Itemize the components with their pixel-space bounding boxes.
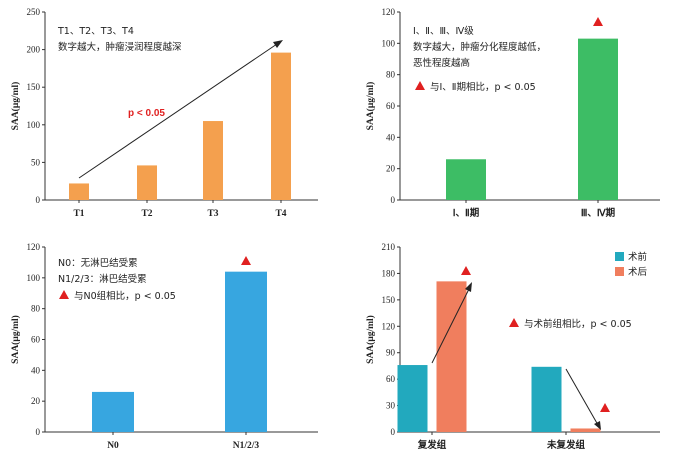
x-tick-label: T1 [73, 209, 84, 219]
y-tick-label: 50 [31, 157, 41, 167]
y-tick-label: 40 [386, 132, 396, 142]
legend-swatch [615, 267, 624, 276]
trend-arrow-head [273, 40, 283, 48]
x-tick-label: N1/2/3 [233, 441, 260, 451]
bar [92, 391, 134, 432]
annotation-text: 恶性程度越高 [413, 57, 470, 69]
y-tick-label: 200 [27, 45, 41, 55]
bar [397, 365, 428, 432]
y-tick-label: 20 [386, 164, 396, 174]
y-axis-label: SAA(μg/ml) [365, 82, 376, 131]
annotation-text: T1、T2、T3、T4 [57, 26, 134, 37]
x-tick-label: T4 [275, 209, 286, 219]
annotation-text: N1/2/3：淋巴结受累 [58, 273, 147, 285]
bar [137, 165, 157, 200]
chart-panel-1: 0 50 100 150 200 250 SAA(μg/ml) T1 T2 T3 T4 [10, 7, 318, 219]
annotation-text: 与N0组相比，p < 0.05 [74, 290, 176, 302]
legend-label: 术后 [628, 266, 648, 278]
change-arrow-head [594, 421, 601, 430]
chart-panel-4: 0 30 60 90 120 150 180 210 SAA(μg/ml) 复发组 未复发组 [365, 242, 660, 451]
x-tick-label: 复发组 [417, 439, 447, 451]
legend-label: 术前 [628, 251, 647, 263]
trend-arrow [78, 43, 278, 179]
significance-marker [509, 318, 519, 327]
y-tick-label: 80 [31, 304, 41, 314]
legend-swatch [615, 252, 624, 261]
chart-panel-2: 0 20 40 60 80 100 120 SAA(μg/ml) Ⅰ、Ⅱ期 Ⅲ、Ⅳ期 [365, 7, 660, 219]
y-tick-label: 0 [36, 195, 41, 205]
y-tick-label: 30 [386, 401, 396, 411]
change-arrow-head [465, 282, 472, 292]
significance-marker [600, 403, 610, 412]
bar [446, 159, 486, 200]
bar [578, 38, 618, 201]
y-axis-label: SAA(μg/ml) [365, 315, 376, 364]
y-tick-label: 250 [27, 7, 41, 17]
bar [271, 52, 291, 200]
bar [203, 121, 223, 200]
x-tick-label: T3 [207, 209, 218, 219]
y-tick-label: 120 [382, 321, 396, 331]
y-tick-label: 120 [382, 7, 396, 17]
y-tick-label: 0 [391, 195, 396, 205]
y-tick-label: 60 [386, 101, 396, 111]
y-tick-label: 80 [386, 70, 396, 80]
annotation-text: 与术前组相比，p < 0.05 [524, 318, 632, 330]
y-tick-label: 150 [27, 82, 41, 92]
chart-panel-3: 0 20 40 60 80 100 120 SAA(μg/ml) N0 N1/2/3 [10, 242, 318, 451]
x-tick-label: T2 [141, 209, 152, 219]
y-tick-label: 0 [36, 427, 41, 437]
y-tick-label: 40 [31, 365, 41, 375]
y-tick-label: 210 [382, 242, 396, 252]
y-axis-label: SAA(μg/ml) [10, 315, 21, 364]
p-value-label: p < 0.05 [128, 108, 165, 119]
annotation-text: 与Ⅰ、Ⅱ期相比，p < 0.05 [430, 81, 536, 93]
change-arrow [431, 286, 471, 364]
y-tick-label: 150 [382, 295, 396, 305]
x-tick-label: N0 [107, 441, 119, 451]
y-axis-label: SAA(μg/ml) [10, 82, 21, 131]
y-tick-label: 100 [382, 38, 396, 48]
bar [570, 428, 601, 432]
bar [225, 271, 267, 432]
x-tick-label: 未复发组 [546, 439, 586, 451]
y-tick-label: 100 [27, 273, 41, 283]
significance-marker [415, 81, 425, 90]
bar [531, 366, 562, 432]
y-tick-label: 0 [391, 427, 396, 437]
significance-marker [461, 266, 471, 275]
change-arrow [565, 368, 599, 426]
annotation-text: Ⅰ、Ⅱ、Ⅲ、Ⅳ级 [413, 25, 474, 37]
significance-marker [241, 256, 251, 265]
annotation-text: 数字越大，肿瘤浸润程度越深 [58, 41, 182, 53]
x-tick-label: Ⅰ、Ⅱ期 [453, 207, 479, 219]
y-tick-label: 90 [386, 348, 396, 358]
y-tick-label: 60 [386, 374, 396, 384]
y-tick-label: 100 [27, 120, 41, 130]
annotation-text: 数字越大，肿瘤分化程度越低， [413, 41, 546, 53]
y-tick-label: 60 [31, 335, 41, 345]
y-tick-label: 180 [382, 268, 396, 278]
bar [69, 183, 89, 200]
x-tick-label: Ⅲ、Ⅳ期 [581, 207, 615, 219]
y-tick-label: 20 [31, 396, 41, 406]
significance-marker [593, 17, 603, 26]
significance-marker [59, 290, 69, 299]
annotation-text: N0：无淋巴结受累 [58, 257, 138, 269]
bar [436, 281, 467, 432]
y-tick-label: 120 [27, 242, 41, 252]
